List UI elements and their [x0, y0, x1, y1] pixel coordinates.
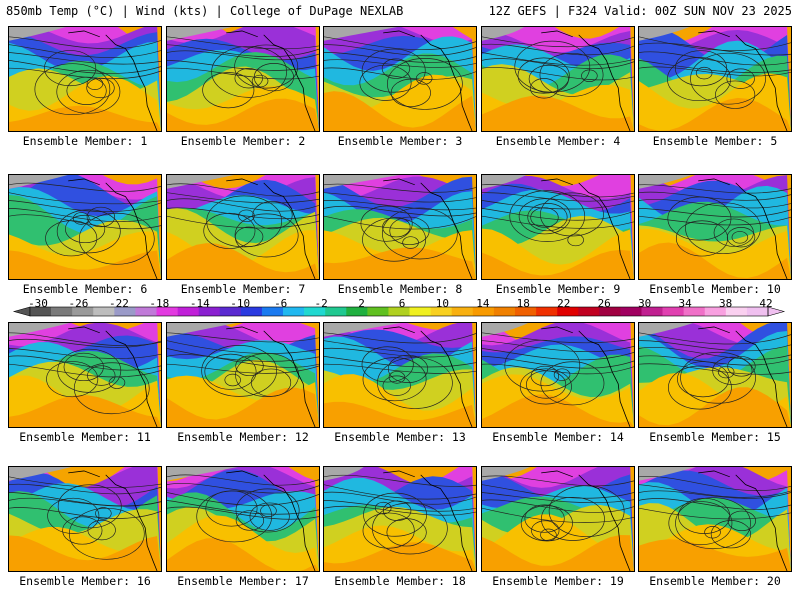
colorbar-swatch — [93, 307, 115, 316]
colorbar-swatch — [325, 307, 347, 316]
map-panel-member-15 — [638, 322, 792, 428]
colorbar-tick-label: -22 — [108, 297, 129, 310]
colorbar-tick-label: 10 — [435, 297, 450, 310]
panel-label-member-19: Ensemble Member: 19 — [492, 574, 624, 588]
panel-label-member-9: Ensemble Member: 9 — [495, 282, 621, 296]
colorbar-tick-label: -14 — [189, 297, 210, 310]
colorbar-tick-label: 18 — [516, 297, 530, 310]
colorbar-swatch — [430, 307, 453, 316]
colorbar-graphic — [12, 306, 786, 317]
map-panel-member-20 — [638, 466, 792, 572]
panel-label-member-2: Ensemble Member: 2 — [180, 134, 306, 148]
panel-label-member-20: Ensemble Member: 20 — [649, 574, 781, 588]
colorbar-swatch — [725, 307, 748, 316]
panel-label-member-8: Ensemble Member: 8 — [337, 282, 463, 296]
panel-label-member-5: Ensemble Member: 5 — [652, 134, 778, 148]
colorbar — [0, 294, 800, 324]
colorbar-swatch — [557, 307, 579, 316]
colorbar-swatch — [304, 307, 326, 316]
panel-label-member-12: Ensemble Member: 12 — [177, 430, 309, 444]
panel-label-member-6: Ensemble Member: 6 — [22, 282, 148, 296]
colorbar-tick-label: 42 — [759, 297, 773, 310]
panel-label-member-3: Ensemble Member: 3 — [337, 134, 463, 148]
panel-label-member-13: Ensemble Member: 13 — [334, 430, 466, 444]
colorbar-tick-label: 30 — [638, 297, 652, 310]
colorbar-swatch — [409, 307, 431, 316]
map-panel-member-2 — [166, 26, 320, 132]
colorbar-swatch — [493, 307, 516, 316]
map-panel-member-18 — [323, 466, 477, 572]
colorbar-swatch — [135, 307, 157, 316]
colorbar-tick-label: -18 — [149, 297, 170, 310]
colorbar-swatch — [346, 307, 368, 316]
map-panel-member-9 — [481, 174, 635, 280]
map-panel-member-10 — [638, 174, 792, 280]
colorbar-tick-label: 2 — [358, 297, 365, 310]
panel-label-member-4: Ensemble Member: 4 — [495, 134, 621, 148]
map-panel-member-4 — [481, 26, 635, 132]
colorbar-swatch — [578, 307, 600, 316]
panel-label-member-17: Ensemble Member: 17 — [177, 574, 309, 588]
colorbar-swatch — [662, 307, 684, 316]
header-left-title: 850mb Temp (°C) | Wind (kts) | College o… — [6, 4, 404, 18]
header-right-title: 12Z GEFS | F324 Valid: 00Z SUN NOV 23 20… — [488, 4, 792, 18]
map-panel-member-8 — [323, 174, 477, 280]
panel-label-member-7: Ensemble Member: 7 — [180, 282, 306, 296]
colorbar-swatch — [30, 307, 52, 316]
map-panel-member-1 — [8, 26, 162, 132]
colorbar-swatch — [388, 307, 410, 316]
colorbar-swatch — [620, 307, 642, 316]
colorbar-swatch — [114, 307, 136, 316]
panel-label-member-10: Ensemble Member: 10 — [649, 282, 781, 296]
panel-label-member-15: Ensemble Member: 15 — [649, 430, 781, 444]
colorbar-swatch — [683, 307, 706, 316]
map-panel-member-16 — [8, 466, 162, 572]
colorbar-swatch — [451, 307, 474, 316]
colorbar-swatch — [746, 307, 769, 316]
map-panel-member-5 — [638, 26, 792, 132]
colorbar-swatch — [156, 307, 178, 316]
panel-label-member-11: Ensemble Member: 11 — [19, 430, 151, 444]
colorbar-tick-label: 6 — [398, 297, 406, 310]
colorbar-swatch — [283, 307, 305, 316]
map-panel-member-11 — [8, 322, 162, 428]
map-panel-member-3 — [323, 26, 477, 132]
colorbar-swatch — [198, 307, 221, 316]
colorbar-swatch — [261, 307, 284, 316]
colorbar-swatch — [219, 307, 242, 316]
colorbar-swatch — [641, 307, 663, 316]
map-panel-member-17 — [166, 466, 320, 572]
colorbar-swatch — [51, 307, 73, 316]
map-panel-member-13 — [323, 322, 477, 428]
colorbar-tick-label: 14 — [476, 297, 490, 310]
colorbar-tick-label: 22 — [557, 297, 571, 310]
panel-label-member-16: Ensemble Member: 16 — [19, 574, 151, 588]
colorbar-swatch — [536, 307, 558, 316]
colorbar-swatch — [72, 307, 94, 316]
colorbar-swatch — [177, 307, 199, 316]
panel-label-member-18: Ensemble Member: 18 — [334, 574, 466, 588]
colorbar-tick-label: -30 — [28, 297, 48, 310]
map-panel-member-7 — [166, 174, 320, 280]
colorbar-swatch — [240, 307, 263, 316]
colorbar-tick-label: -6 — [274, 297, 288, 310]
map-panel-member-12 — [166, 322, 320, 428]
colorbar-swatch — [514, 307, 537, 316]
colorbar-swatch — [367, 307, 389, 316]
colorbar-tick-label: 34 — [678, 297, 692, 310]
colorbar-swatch — [704, 307, 727, 316]
colorbar-swatch — [472, 307, 495, 316]
colorbar-tick-label: 26 — [597, 297, 611, 310]
panel-label-member-14: Ensemble Member: 14 — [492, 430, 624, 444]
colorbar-tick-label: -2 — [314, 297, 328, 310]
colorbar-tick-label: -26 — [68, 297, 89, 310]
colorbar-swatch — [599, 307, 621, 316]
map-panel-member-6 — [8, 174, 162, 280]
panel-label-member-1: Ensemble Member: 1 — [22, 134, 148, 148]
map-panel-member-19 — [481, 466, 635, 572]
map-panel-member-14 — [481, 322, 635, 428]
colorbar-tick-label: -10 — [230, 297, 251, 310]
colorbar-tick-label: 38 — [718, 297, 733, 310]
